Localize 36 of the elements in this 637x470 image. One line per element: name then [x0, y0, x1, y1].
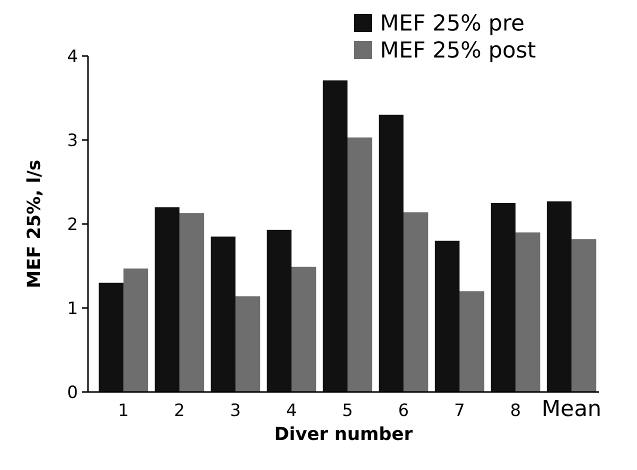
bar — [123, 268, 148, 392]
y-axis-title: MEF 25%, l/s — [24, 160, 45, 288]
x-tick-label: 3 — [230, 401, 241, 421]
y-tick-label: 4 — [67, 46, 78, 67]
y-tick-label: 1 — [67, 298, 78, 319]
x-tick-label: 1 — [118, 401, 129, 421]
bar — [154, 207, 180, 392]
x-axis-title: Diver number — [274, 424, 413, 445]
y-tick-label: 3 — [67, 130, 78, 151]
bar — [322, 80, 348, 392]
bar — [404, 212, 428, 392]
bar — [490, 203, 516, 392]
x-tick-label: 6 — [398, 401, 409, 421]
x-tick-label: 4 — [286, 401, 297, 421]
x-tick-label: 7 — [454, 401, 465, 421]
bar — [546, 201, 572, 392]
legend-label: MEF 25% pre — [380, 12, 524, 37]
bar — [434, 240, 460, 392]
y-tick-label: 2 — [67, 214, 78, 235]
bar — [516, 232, 540, 392]
bar — [348, 137, 372, 392]
bar — [291, 266, 316, 392]
x-tick-label: 8 — [510, 401, 521, 421]
bar — [266, 230, 292, 392]
x-tick-label: 2 — [174, 401, 185, 421]
y-tick-label: 0 — [67, 382, 78, 403]
bar — [98, 282, 124, 392]
bar — [179, 213, 204, 392]
x-tick-label: 5 — [342, 401, 353, 421]
bar — [460, 291, 484, 392]
x-tick-label: Mean — [542, 397, 602, 422]
bar — [210, 236, 236, 392]
legend-label: MEF 25% post — [380, 38, 536, 64]
bar — [572, 239, 596, 392]
bar — [378, 114, 404, 392]
bar — [235, 296, 260, 392]
